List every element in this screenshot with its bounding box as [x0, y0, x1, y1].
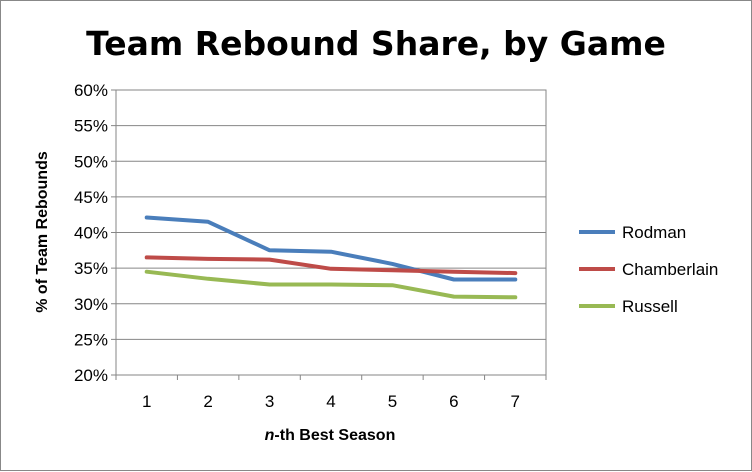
gridlines — [116, 89, 546, 376]
legend-label: Russell — [622, 297, 678, 316]
y-tick-label: 55% — [74, 117, 108, 136]
y-tick-label: 45% — [74, 188, 108, 207]
series-line-russell — [144, 269, 518, 300]
x-axis-label-rest: -th Best Season — [274, 427, 395, 444]
x-axis-label-italic: n — [265, 427, 275, 444]
y-tick-label: 30% — [74, 295, 108, 314]
x-tick-label: 1 — [142, 392, 151, 411]
y-tick-label: 40% — [74, 224, 108, 243]
series-line-chamberlain — [144, 255, 518, 276]
x-tick-label: 4 — [326, 392, 335, 411]
legend-label: Chamberlain — [622, 260, 718, 279]
chart-title: Team Rebound Share, by Game — [86, 24, 666, 63]
x-tick-label: 7 — [511, 392, 520, 411]
y-tick-label: 35% — [74, 259, 108, 278]
y-axis-ticks: 60% 55% 50% 45% 40% 35% 30% 25% 20% — [74, 81, 116, 385]
x-tick-label: 3 — [265, 392, 274, 411]
y-axis-label: % of Team Rebounds — [34, 151, 51, 313]
plot-area-border — [115, 89, 547, 376]
x-axis-label: n-th Best Season — [265, 427, 396, 444]
y-tick-label: 25% — [74, 330, 108, 349]
x-tick-label: 6 — [449, 392, 458, 411]
y-tick-label: 50% — [74, 152, 108, 171]
legend: Rodman Chamberlain Russell — [579, 223, 718, 316]
x-axis-ticks: 1 2 3 4 5 6 7 — [115, 375, 547, 411]
x-tick-label: 2 — [203, 392, 212, 411]
x-tick-label: 5 — [388, 392, 397, 411]
series-line-rodman — [144, 215, 518, 282]
y-tick-label: 20% — [74, 366, 108, 385]
legend-label: Rodman — [622, 223, 686, 242]
y-tick-label: 60% — [74, 81, 108, 100]
series-lines — [144, 215, 518, 300]
